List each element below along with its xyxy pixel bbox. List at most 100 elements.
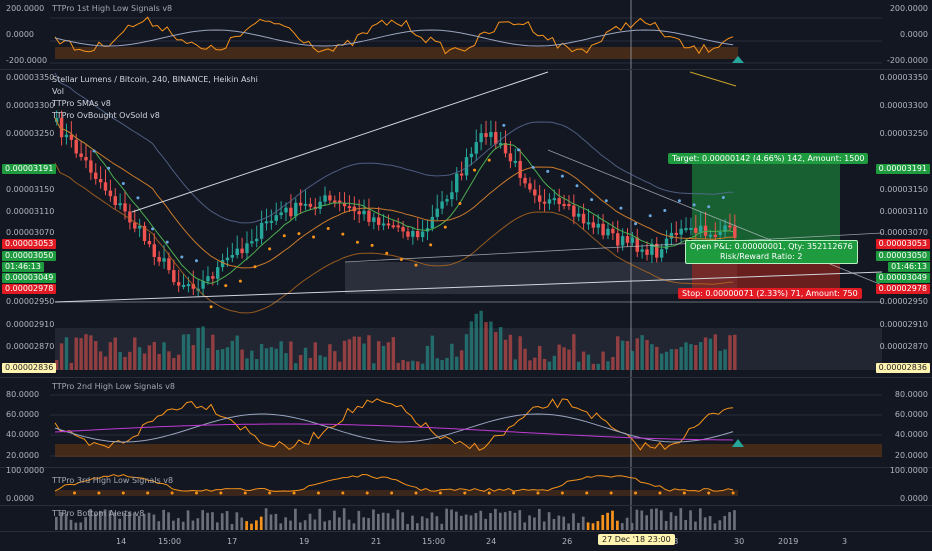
panel-title-second: TTPro 2nd High Low Signals v8 — [52, 382, 175, 391]
alert-bar — [323, 521, 327, 530]
volume-bar — [596, 363, 600, 370]
panel-separator[interactable] — [0, 69, 932, 70]
alert-bar — [284, 517, 287, 530]
signal-dot — [463, 491, 467, 495]
candle-body — [191, 284, 196, 289]
volume-bar — [396, 362, 400, 370]
candle-body — [274, 215, 278, 221]
volume-bar — [503, 339, 508, 370]
candle-body — [347, 206, 352, 209]
alert-bar — [547, 512, 551, 530]
signal-dot — [297, 232, 301, 236]
candle-body — [474, 142, 478, 154]
signal-dot — [180, 255, 184, 259]
candle-body — [694, 227, 698, 233]
volume-bar — [547, 361, 552, 370]
panel-separator[interactable] — [0, 505, 932, 506]
volume-bar — [381, 345, 386, 370]
signal-dot — [590, 198, 594, 202]
volume-bar — [186, 334, 191, 370]
candle-body — [533, 189, 537, 196]
signal-dot — [443, 225, 447, 229]
alert-bar — [279, 523, 283, 530]
panel-separator[interactable] — [0, 377, 932, 378]
alert-bar — [611, 510, 614, 530]
top-right-tick: 0.0000 — [900, 30, 928, 39]
candle-body — [445, 199, 449, 202]
indicator-legend-obos[interactable]: TTPro OvBought OvSold v8 — [52, 111, 160, 120]
candle-body — [420, 231, 425, 238]
candle-body — [259, 222, 264, 239]
alert-bar — [591, 523, 595, 530]
indicator-legend-smas[interactable]: TTPro SMAs v8 — [52, 99, 111, 108]
volume-bar — [69, 362, 74, 370]
volume-bar — [176, 354, 181, 370]
signal-dot — [473, 168, 477, 172]
price-badge-last: 0.00003053 — [2, 239, 57, 249]
signal-dot — [390, 491, 394, 495]
indicator-legend-vol[interactable]: Vol — [52, 87, 64, 96]
alert-bar — [176, 518, 180, 530]
alert-bar — [620, 523, 624, 530]
volume-bar — [728, 335, 732, 370]
alert-bar — [489, 513, 492, 530]
alert-bar — [298, 522, 302, 530]
candle-body — [416, 230, 420, 238]
alert-bar — [133, 512, 136, 530]
time-tick: 19 — [299, 537, 310, 546]
candle-body — [59, 118, 64, 138]
candle-body — [606, 228, 610, 236]
signal-dot — [282, 234, 286, 238]
alert-bar — [255, 520, 258, 530]
alert-bar — [586, 522, 590, 530]
volume-bar — [611, 356, 615, 370]
signal-dot — [238, 279, 242, 283]
volume-bar — [84, 334, 88, 370]
alert-bar — [55, 516, 58, 530]
volume-bar — [420, 363, 425, 370]
volume-bar — [537, 345, 542, 370]
target-label[interactable]: Target: 0.00000142 (4.66%) 142, Amount: … — [668, 153, 869, 164]
volume-bar — [274, 348, 278, 370]
time-axis[interactable]: 14 15:00 17 19 21 15:00 24 26 28 30 2019… — [0, 531, 932, 551]
candle-body — [698, 225, 703, 233]
candle-body — [650, 243, 654, 255]
signal-dot — [268, 491, 272, 495]
volume-bar — [196, 327, 200, 370]
panel-title-third: TTPro 3rd High Low Signals v8 — [52, 476, 174, 485]
alert-bar — [689, 510, 692, 530]
signal-dot — [682, 491, 686, 495]
signal-dot — [692, 203, 696, 207]
panel-separator[interactable] — [0, 467, 932, 468]
candle-body — [645, 249, 649, 255]
alert-bar — [137, 515, 141, 530]
candle-body — [577, 213, 581, 217]
volume-bar — [459, 350, 464, 370]
alert-bar — [333, 510, 336, 530]
stop-label[interactable]: Stop: 0.00000071 (2.33%) 71, Amount: 750 — [678, 288, 862, 299]
candle-body — [176, 282, 181, 286]
candle-body — [250, 241, 254, 244]
alert-bar — [552, 518, 556, 530]
price-tick: 0.00003300 — [6, 101, 55, 110]
volume-bar — [240, 349, 244, 370]
candle-body — [518, 160, 522, 178]
signal-dot — [414, 491, 418, 495]
volume-bar — [674, 349, 678, 370]
alert-bar — [469, 515, 473, 530]
symbol-legend[interactable]: Stellar Lumens / Bitcoin, 240, BINANCE, … — [52, 75, 258, 84]
volume-bar — [191, 345, 196, 370]
second-right-tick: 20.0000 — [894, 451, 928, 460]
volume-bar — [689, 344, 693, 370]
price-badge-last: 0.00003053 — [875, 239, 930, 249]
volume-bar — [147, 345, 152, 370]
signal-dot — [575, 184, 579, 188]
candle-body — [167, 258, 171, 271]
time-tick: 26 — [562, 537, 573, 546]
candle-body — [333, 200, 337, 203]
alert-bar — [679, 508, 683, 530]
candle-body — [440, 201, 444, 209]
pnl-label[interactable]: Open P&L: 0.00000001, Qty: 352112676 Ris… — [685, 240, 858, 264]
price-tick: 0.00003070 — [879, 228, 928, 237]
